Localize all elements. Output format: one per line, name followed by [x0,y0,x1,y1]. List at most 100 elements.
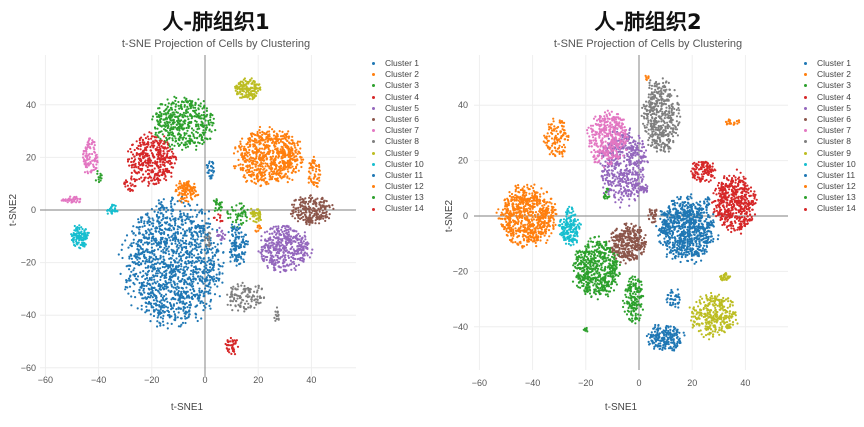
legend-item[interactable]: Cluster 4 [804,92,856,103]
legend-item[interactable]: Cluster 7 [372,125,424,136]
legend-label: Cluster 14 [385,203,424,214]
y-tick-label: 20 [458,156,468,166]
legend-marker-icon [804,95,807,99]
legend-item[interactable]: Cluster 5 [372,103,424,114]
legend-item[interactable]: Cluster 4 [372,92,424,103]
legend-marker-icon [804,151,807,155]
legend-marker-icon [372,106,375,110]
legend-item[interactable]: Cluster 14 [804,203,856,214]
x-tick-label: −20 [578,378,593,388]
legend-item[interactable]: Cluster 1 [372,58,424,69]
y-tick-label: −20 [21,258,36,268]
x-tick-label: 40 [306,375,316,385]
chart-main-title: 人-肺组织1 [162,10,270,34]
x-axis-label: t-SNE1 [605,402,638,413]
legend-label: Cluster 11 [817,169,856,180]
y-axis-label: t-SNE2 [444,199,455,232]
legend-label: Cluster 13 [817,192,856,203]
legend-label: Cluster 2 [385,69,420,80]
legend-item[interactable]: Cluster 13 [372,192,424,203]
legend-label: Cluster 5 [385,102,420,113]
legend-item[interactable]: Cluster 6 [372,114,424,125]
scatter-plot-area[interactable]: −60 −40 −20 0 20 40 −60 −40 −20 0 20 40 t-SNE1 t-SNE2 [0,0,432,427]
x-tick-label: 20 [253,375,263,385]
legend-label: Cluster 11 [385,169,424,180]
legend-marker-icon [804,185,807,189]
legend-label: Cluster 8 [385,136,420,147]
legend-label: Cluster 14 [817,203,856,214]
legend-marker-icon [372,140,375,144]
x-tick-label: 40 [740,378,750,388]
legend-item[interactable]: Cluster 9 [804,148,856,159]
scatter-points [495,74,758,352]
legend-label: Cluster 1 [385,58,420,68]
legend-item[interactable]: Cluster 8 [804,136,856,147]
legend-item[interactable]: Cluster 3 [372,80,424,91]
chart-main-title: 人-肺组织2 [594,10,702,34]
legend-item[interactable]: Cluster 7 [804,125,856,136]
legend-item[interactable]: Cluster 1 [804,58,856,69]
x-tick-label: 0 [636,378,641,388]
legend-marker-icon [804,118,807,122]
x-tick-label: −20 [144,375,159,385]
legend-label: Cluster 9 [817,147,852,158]
x-tick-label: 20 [687,378,697,388]
legend-label: Cluster 3 [817,80,852,91]
legend-label: Cluster 12 [817,181,856,192]
legend-item[interactable]: Cluster 10 [372,159,424,170]
legend-item[interactable]: Cluster 9 [372,148,424,159]
y-axis-label: t-SNE2 [8,193,19,226]
legend-item[interactable]: Cluster 6 [804,114,856,125]
legend-marker-icon [804,207,807,211]
scatter-plot-area[interactable]: −60 −40 −20 0 20 40 −40 −20 0 20 40 t-SNE1 t-SNE2 [432,0,864,427]
legend-label: Cluster 13 [385,192,424,203]
legend-item[interactable]: Cluster 12 [372,181,424,192]
legend-label: Cluster 1 [817,58,852,68]
legend: Cluster 1 Cluster 2 Cluster 3 Cluster 4 Clus… [804,58,856,215]
legend-marker-icon [804,162,807,166]
left-chart-panel: 人-肺组织1 t-SNE Projection of Cells by Clus… [0,0,432,427]
legend-item[interactable]: Cluster 11 [372,170,424,181]
legend-marker-icon [804,140,807,144]
right-chart-panel: 人-肺组织2 t-SNE Projection of Cells by Clus… [432,0,864,427]
y-tick-label: −60 [21,363,36,373]
legend-item[interactable]: Cluster 13 [804,192,856,203]
y-tick-label: 20 [26,152,36,162]
legend-item[interactable]: Cluster 3 [804,80,856,91]
x-tick-label: −60 [38,375,53,385]
legend-label: Cluster 4 [817,91,852,102]
y-tick-label: 0 [463,211,468,221]
x-axis-label: t-SNE1 [171,402,204,413]
legend-label: Cluster 7 [817,125,852,136]
legend-label: Cluster 8 [817,136,852,147]
legend-item[interactable]: Cluster 2 [372,69,424,80]
legend-marker-icon [372,62,375,66]
legend: Cluster 1 Cluster 2 Cluster 3 Cluster 4 Clus… [372,58,424,215]
legend-item[interactable]: Cluster 8 [372,136,424,147]
legend-item[interactable]: Cluster 5 [804,103,856,114]
x-tick-label: 0 [202,375,207,385]
legend-item[interactable]: Cluster 14 [372,203,424,214]
legend-marker-icon [372,207,375,211]
legend-item[interactable]: Cluster 12 [804,181,856,192]
chart-subtitle: t-SNE Projection of Cells by Clustering [553,38,743,50]
legend-item[interactable]: Cluster 11 [804,170,856,181]
legend-marker-icon [372,84,375,88]
legend-item[interactable]: Cluster 2 [804,69,856,80]
y-tick-label: −40 [21,310,36,320]
x-tick-label: −40 [91,375,106,385]
legend-marker-icon [372,185,375,189]
legend-marker-icon [372,129,375,133]
legend-marker-icon [804,62,807,66]
scatter-points [60,77,335,356]
x-tick-label: −60 [472,378,487,388]
legend-marker-icon [372,118,375,122]
y-tick-label: −20 [453,266,468,276]
legend-item[interactable]: Cluster 10 [804,159,856,170]
legend-label: Cluster 9 [385,147,420,158]
legend-marker-icon [804,106,807,110]
legend-marker-icon [372,73,375,77]
legend-marker-icon [372,95,375,99]
legend-label: Cluster 12 [385,181,424,192]
legend-marker-icon [372,173,375,177]
